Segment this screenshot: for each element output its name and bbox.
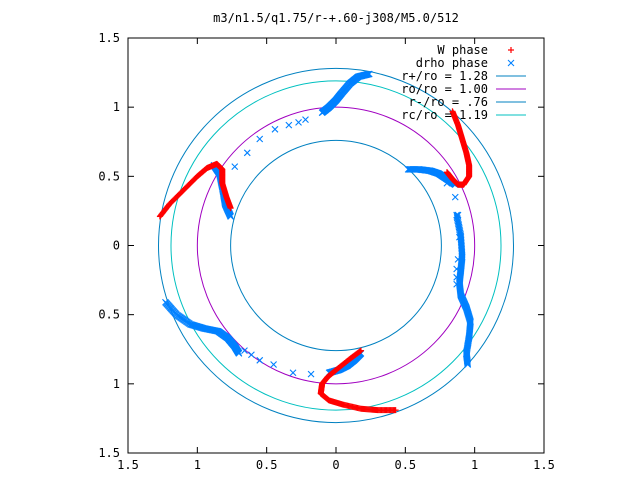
x-stroke	[453, 280, 461, 288]
data-point	[443, 169, 450, 176]
data-point	[456, 233, 463, 241]
y-tick-label: 1.5	[98, 446, 120, 460]
reference-circle	[170, 80, 502, 411]
w-phase-arm	[156, 160, 234, 220]
data-point	[454, 211, 462, 219]
drho-phase-arm	[453, 211, 474, 368]
x-stroke	[295, 118, 302, 126]
reference-circle	[196, 106, 476, 385]
data-point	[453, 273, 461, 281]
x-tick-label: 1.5	[117, 458, 139, 472]
data-point	[454, 255, 462, 263]
data-point	[464, 361, 472, 368]
x-stroke	[231, 163, 239, 171]
data-point	[451, 193, 459, 201]
data-point	[307, 370, 315, 378]
data-point	[227, 205, 234, 212]
data-point	[248, 351, 255, 359]
y-tick-label: 0.5	[98, 308, 120, 322]
x-tick-label: 0.5	[394, 458, 416, 472]
data-point	[243, 149, 251, 157]
w-phase-arm	[317, 347, 399, 414]
data-point	[270, 361, 277, 368]
x-stroke	[212, 327, 220, 335]
data-point	[302, 116, 309, 124]
x-stroke	[507, 59, 515, 67]
data-point	[289, 369, 297, 377]
y-tick-label: 1.5	[98, 31, 120, 45]
x-stroke	[451, 193, 459, 201]
x-stroke	[213, 327, 221, 335]
legend-label: r+/ro = 1.28	[401, 69, 488, 83]
drho-phase-sparse	[231, 116, 463, 378]
x-stroke	[456, 233, 463, 241]
reference-circle	[230, 139, 442, 352]
data-point	[256, 356, 264, 364]
x-stroke	[457, 290, 464, 297]
x-stroke	[453, 265, 461, 273]
x-tick-label: 1.5	[533, 458, 555, 472]
x-stroke	[289, 369, 297, 377]
x-stroke	[302, 116, 309, 124]
data-point	[508, 47, 514, 53]
y-tick-label: 1	[113, 100, 120, 114]
data-point	[507, 59, 515, 67]
x-stroke	[285, 121, 293, 129]
data-point	[271, 125, 279, 133]
chart-title: m3/n1.5/q1.75/r-+.60-j308/M5.0/512	[213, 11, 459, 25]
x-stroke	[243, 149, 251, 157]
y-tick-label: 0	[113, 239, 120, 253]
drho-phase-arm	[318, 70, 373, 117]
x-tick-label: 0	[332, 458, 339, 472]
legend-label: rc/ro = 1.19	[401, 108, 488, 122]
x-stroke	[453, 273, 461, 281]
x-stroke	[457, 291, 465, 298]
x-stroke	[241, 347, 248, 355]
x-stroke	[454, 255, 462, 263]
reference-circle	[158, 67, 514, 424]
data-point	[256, 135, 264, 143]
data-point	[241, 347, 248, 355]
legend-label: r-/ro = .76	[409, 95, 488, 109]
data-point	[295, 118, 302, 126]
x-stroke	[271, 125, 279, 133]
x-stroke	[365, 70, 373, 78]
x-tick-label: 0.5	[256, 458, 278, 472]
x-tick-label: 1	[194, 458, 201, 472]
x-stroke	[256, 135, 264, 143]
data-point	[231, 163, 239, 171]
data-point	[285, 121, 293, 129]
x-stroke	[211, 327, 219, 335]
data-point	[235, 350, 243, 357]
x-stroke	[464, 361, 472, 368]
x-stroke	[235, 350, 243, 357]
data-point	[453, 280, 461, 288]
x-stroke	[256, 356, 264, 364]
data-point	[357, 347, 364, 354]
legend-label: drho phase	[416, 56, 488, 70]
y-tick-label: 1	[113, 377, 120, 391]
x-stroke	[307, 370, 315, 378]
legend-label: W phase	[437, 43, 488, 57]
drho-phase-arm	[162, 298, 243, 357]
data-point	[443, 179, 451, 187]
data-point	[365, 70, 373, 78]
x-stroke	[270, 361, 277, 368]
x-stroke	[443, 179, 451, 187]
legend-label: ro/ro = 1.00	[401, 82, 488, 96]
x-stroke	[248, 351, 255, 359]
data-point	[453, 265, 461, 273]
x-stroke	[454, 211, 462, 219]
w-phase-arm	[443, 108, 473, 188]
x-tick-label: 1	[471, 458, 478, 472]
y-tick-label: 0.5	[98, 169, 120, 183]
